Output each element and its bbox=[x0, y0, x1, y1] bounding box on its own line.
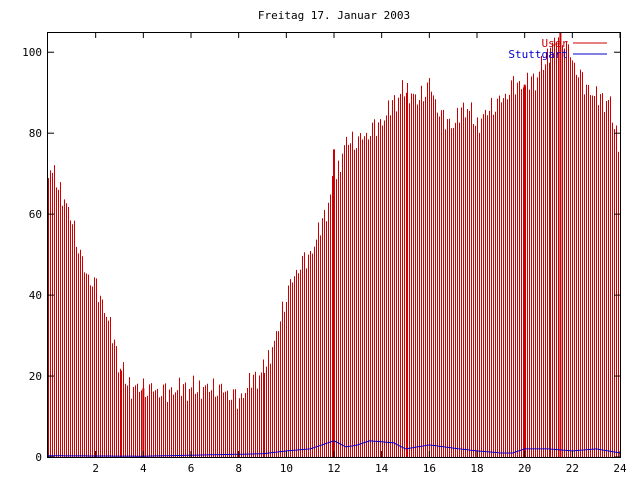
y-tick-label: 100 bbox=[22, 46, 42, 59]
x-tick-label: 8 bbox=[235, 462, 242, 475]
legend-label: User bbox=[542, 37, 569, 50]
x-tick-label: 18 bbox=[470, 462, 483, 475]
x-tick-label: 12 bbox=[327, 462, 340, 475]
x-tick-label: 20 bbox=[518, 462, 531, 475]
x-tick-label: 16 bbox=[423, 462, 436, 475]
x-tick-label: 2 bbox=[92, 462, 99, 475]
chart-title: Freitag 17. Januar 2003 bbox=[258, 9, 410, 22]
y-tick-label: 40 bbox=[29, 289, 42, 302]
y-tick-label: 20 bbox=[29, 370, 42, 383]
legend-label: Stuttgart bbox=[508, 48, 568, 61]
x-tick-label: 6 bbox=[188, 462, 195, 475]
y-tick-label: 0 bbox=[35, 451, 42, 464]
y-tick-label: 60 bbox=[29, 208, 42, 221]
x-tick-label: 24 bbox=[613, 462, 627, 475]
user-spikes bbox=[142, 32, 562, 457]
y-tick-label: 80 bbox=[29, 127, 42, 140]
x-tick-label: 10 bbox=[280, 462, 293, 475]
x-tick-label: 22 bbox=[566, 462, 579, 475]
x-tick-label: 14 bbox=[375, 462, 389, 475]
x-tick-label: 4 bbox=[140, 462, 147, 475]
user-bars bbox=[48, 32, 621, 457]
